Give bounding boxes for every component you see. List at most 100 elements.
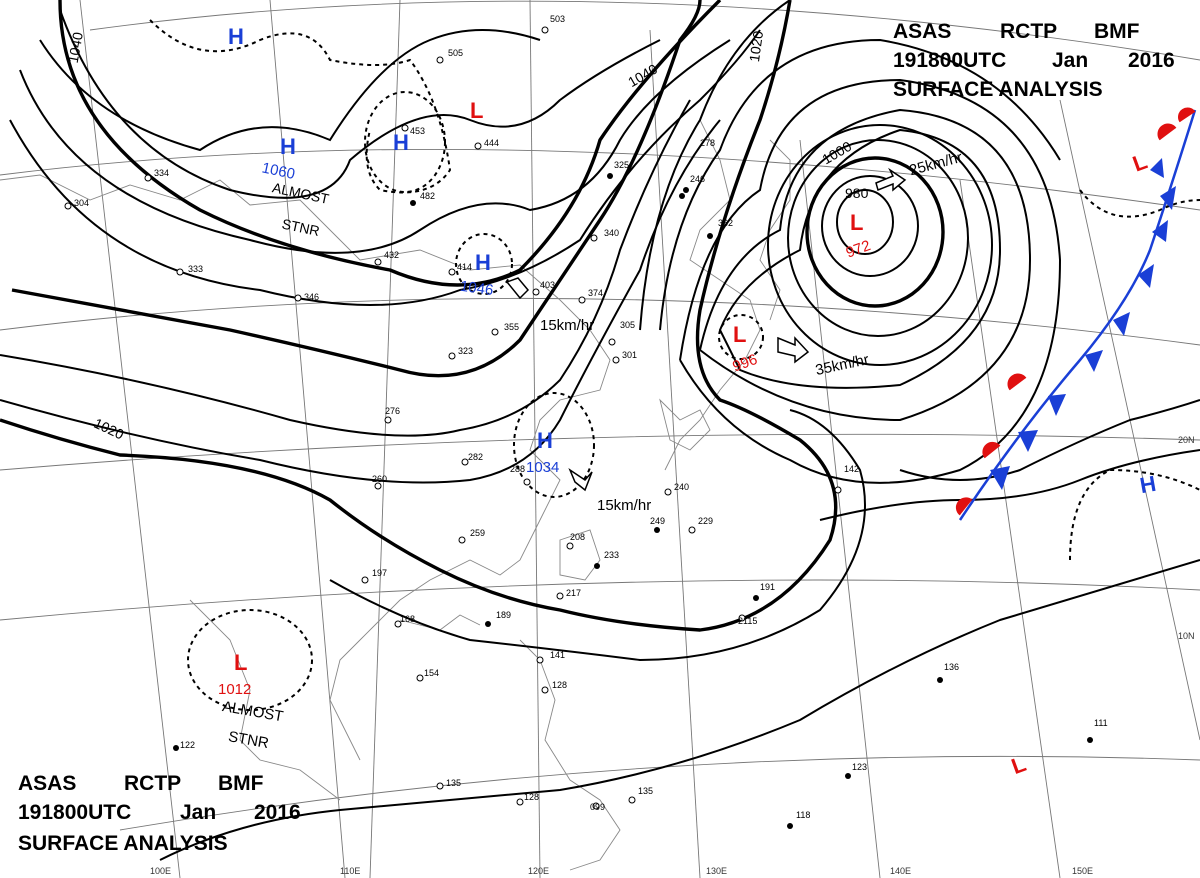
- svg-text:403: 403: [540, 280, 555, 290]
- low-center-symbol: L: [234, 650, 247, 675]
- header-top-line2-part: 191800UTC: [893, 49, 1006, 72]
- station: 305: [608, 320, 635, 346]
- coastlines: [0, 119, 791, 871]
- svg-text:301: 301: [622, 350, 637, 360]
- station: 374: [578, 288, 603, 304]
- svg-text:233: 233: [604, 550, 619, 560]
- low-center-value: 1012: [218, 681, 251, 698]
- station: 246: [679, 174, 705, 199]
- station: 503: [541, 14, 565, 34]
- station: 301: [612, 350, 637, 364]
- header-top-line3: SURFACE ANALYSIS: [893, 78, 1103, 101]
- header-bottom-line2-part: 2016: [254, 801, 301, 824]
- isobar-label: 1040: [65, 31, 86, 65]
- station: 444: [474, 138, 499, 150]
- station: 334: [144, 168, 169, 182]
- svg-text:197: 197: [372, 568, 387, 578]
- svg-text:099: 099: [590, 802, 605, 812]
- station: 482: [410, 191, 435, 206]
- low-center-symbol: L: [470, 98, 483, 123]
- header-top: ASAS RCTP BMF 191800UTC Jan 2016 SURFACE…: [893, 20, 1175, 101]
- station: 414: [448, 262, 472, 276]
- station: 197: [361, 568, 387, 584]
- isobar-label: 1020: [746, 30, 766, 63]
- station: 362: [707, 218, 733, 239]
- high-center-value: 1060: [260, 159, 296, 183]
- movement-arrows: [505, 167, 907, 492]
- station: 333: [176, 264, 203, 276]
- station: 453: [401, 124, 425, 136]
- header-bottom: ASAS RCTP BMF 191800UTC Jan 2016 SURFACE…: [18, 772, 301, 855]
- station: 122: [173, 740, 195, 751]
- high-center-value: 1034: [526, 459, 559, 476]
- station: 168: [394, 614, 415, 628]
- svg-text:135: 135: [446, 778, 461, 788]
- svg-text:346: 346: [304, 292, 319, 302]
- station: 249: [650, 516, 665, 533]
- station: 259: [458, 528, 485, 544]
- center-note: ALMOST: [271, 179, 331, 207]
- header-bottom-line2-part: 191800UTC: [18, 801, 131, 824]
- low-center-symbol: L: [1008, 751, 1029, 779]
- svg-text:142: 142: [844, 464, 859, 474]
- high-center-symbol: H: [1138, 471, 1158, 498]
- svg-text:288: 288: [510, 464, 525, 474]
- svg-text:432: 432: [384, 250, 399, 260]
- svg-text:276: 276: [385, 406, 400, 416]
- svg-text:2115: 2115: [738, 616, 757, 626]
- arrow-1046: [505, 277, 530, 300]
- svg-text:305: 305: [620, 320, 635, 330]
- svg-text:444: 444: [484, 138, 499, 148]
- center-note: STNR: [227, 728, 270, 752]
- svg-text:128: 128: [552, 680, 567, 690]
- station: 288: [510, 464, 531, 486]
- svg-text:282: 282: [468, 452, 483, 462]
- station: 128: [516, 792, 539, 806]
- station: 141: [536, 650, 565, 664]
- low-center-symbol: L: [733, 322, 746, 347]
- svg-text:123: 123: [852, 762, 867, 772]
- station: 135: [628, 786, 653, 804]
- longitude-label: 110E: [340, 866, 360, 876]
- high-center-symbol: H: [228, 24, 244, 49]
- low-center-value: 972: [844, 237, 873, 262]
- svg-text:208: 208: [570, 532, 585, 542]
- longitude-label: 130E: [706, 866, 727, 876]
- isobar-label: 980: [845, 185, 869, 201]
- station: 136: [937, 662, 959, 683]
- warm-front-semicircles: [955, 107, 1196, 516]
- high-center-symbol: H: [537, 428, 553, 453]
- station: 191: [753, 582, 775, 601]
- svg-text:118: 118: [796, 810, 810, 820]
- station: 099: [590, 802, 605, 812]
- svg-text:505: 505: [448, 48, 463, 58]
- svg-text:217: 217: [566, 588, 581, 598]
- station: 208: [566, 532, 585, 550]
- speed-label: 35km/hr: [814, 351, 871, 379]
- station: 346: [294, 292, 319, 302]
- cold-front-triangles: [990, 158, 1176, 490]
- header-bottom-line1-part: ASAS: [18, 772, 76, 795]
- station: 432: [374, 250, 399, 266]
- station: 240: [664, 482, 689, 496]
- svg-text:355: 355: [504, 322, 519, 332]
- latitude-label: 10N: [1178, 631, 1195, 641]
- svg-text:333: 333: [188, 264, 203, 274]
- arrow-996: [777, 336, 810, 364]
- header-top-line2-part: Jan: [1052, 49, 1088, 72]
- station: 118: [787, 810, 810, 829]
- station: 2115: [738, 614, 757, 626]
- longitude-label: 140E: [890, 866, 911, 876]
- station: 123: [845, 762, 867, 779]
- header-top-line1-part: BMF: [1094, 20, 1140, 43]
- station: 217: [556, 588, 581, 600]
- station: 135: [436, 778, 461, 790]
- station: 304: [64, 198, 89, 210]
- svg-text:191: 191: [760, 582, 775, 592]
- high-center-symbol: H: [393, 130, 409, 155]
- svg-text:482: 482: [420, 191, 435, 201]
- svg-text:168: 168: [400, 614, 415, 624]
- station: 505: [436, 48, 463, 64]
- station: 154: [416, 668, 439, 682]
- svg-text:325: 325: [614, 160, 629, 170]
